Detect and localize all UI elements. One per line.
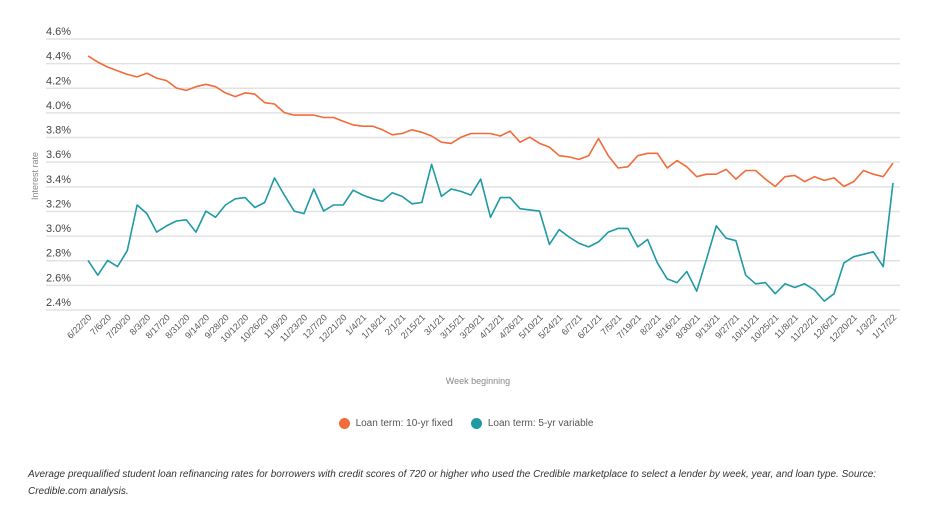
legend: Loan term: 10-yr fixed Loan term: 5-yr v… — [0, 418, 932, 429]
y-tick-label: 4.2% — [46, 75, 71, 87]
y-tick-label: 2.8% — [46, 248, 71, 260]
y-tick-label: 3.0% — [46, 223, 71, 235]
legend-label: Loan term: 5-yr variable — [487, 418, 594, 429]
legend-dot-icon — [470, 418, 482, 429]
y-tick-label: 3.4% — [46, 174, 71, 186]
y-tick-label: 4.0% — [46, 100, 71, 112]
y-tick-label: 4.4% — [46, 51, 71, 63]
legend-label: Loan term: 10-yr fixed — [355, 418, 453, 429]
legend-dot-icon — [338, 418, 350, 429]
x-axis-label: Week beginning — [446, 376, 510, 386]
y-tick-label: 3.6% — [46, 149, 71, 161]
y-tick-label: 2.4% — [46, 297, 71, 309]
legend-item-fixed: Loan term: 10-yr fixed — [338, 418, 453, 429]
series-line-1 — [87, 163, 894, 302]
legend-item-variable: Loan term: 5-yr variable — [470, 418, 594, 429]
y-axis-label: Interest rate — [30, 152, 40, 200]
y-tick-label: 3.2% — [46, 198, 71, 210]
y-tick-label: 3.8% — [46, 125, 71, 137]
y-tick-label: 4.6% — [46, 26, 71, 38]
line-chart: 2.4% 2.6% 2.8% 3.0% 3.2% 3.4% 3.6% 3.8% 4.0% 4.2%… — [30, 26, 900, 386]
x-tick-label: 6/22/20 — [65, 312, 93, 340]
y-tick-label: 2.6% — [46, 272, 71, 284]
chart-caption: Average prequalified student loan refina… — [28, 469, 877, 497]
series-line-0 — [87, 55, 894, 188]
